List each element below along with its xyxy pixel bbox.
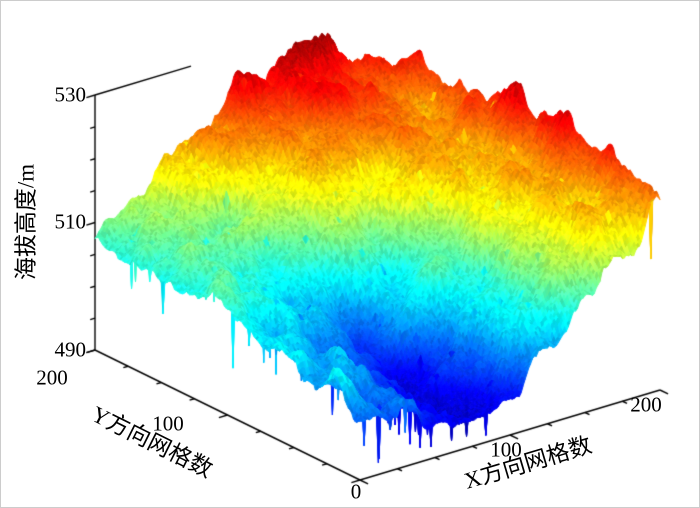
y-tick-label-200: 200	[36, 365, 68, 390]
x-tick-label-0: 0	[350, 479, 362, 504]
z-axis-label: 海拔高度/m	[13, 163, 39, 281]
z-tick-label-530: 530	[54, 82, 87, 107]
z-tick-label-510: 510	[54, 209, 87, 234]
x-tick-label-200: 200	[630, 392, 662, 417]
z-tick-label-490: 490	[54, 337, 87, 362]
y-tick-label-100: 100	[152, 411, 184, 436]
x-tick-label-100: 100	[490, 437, 522, 462]
